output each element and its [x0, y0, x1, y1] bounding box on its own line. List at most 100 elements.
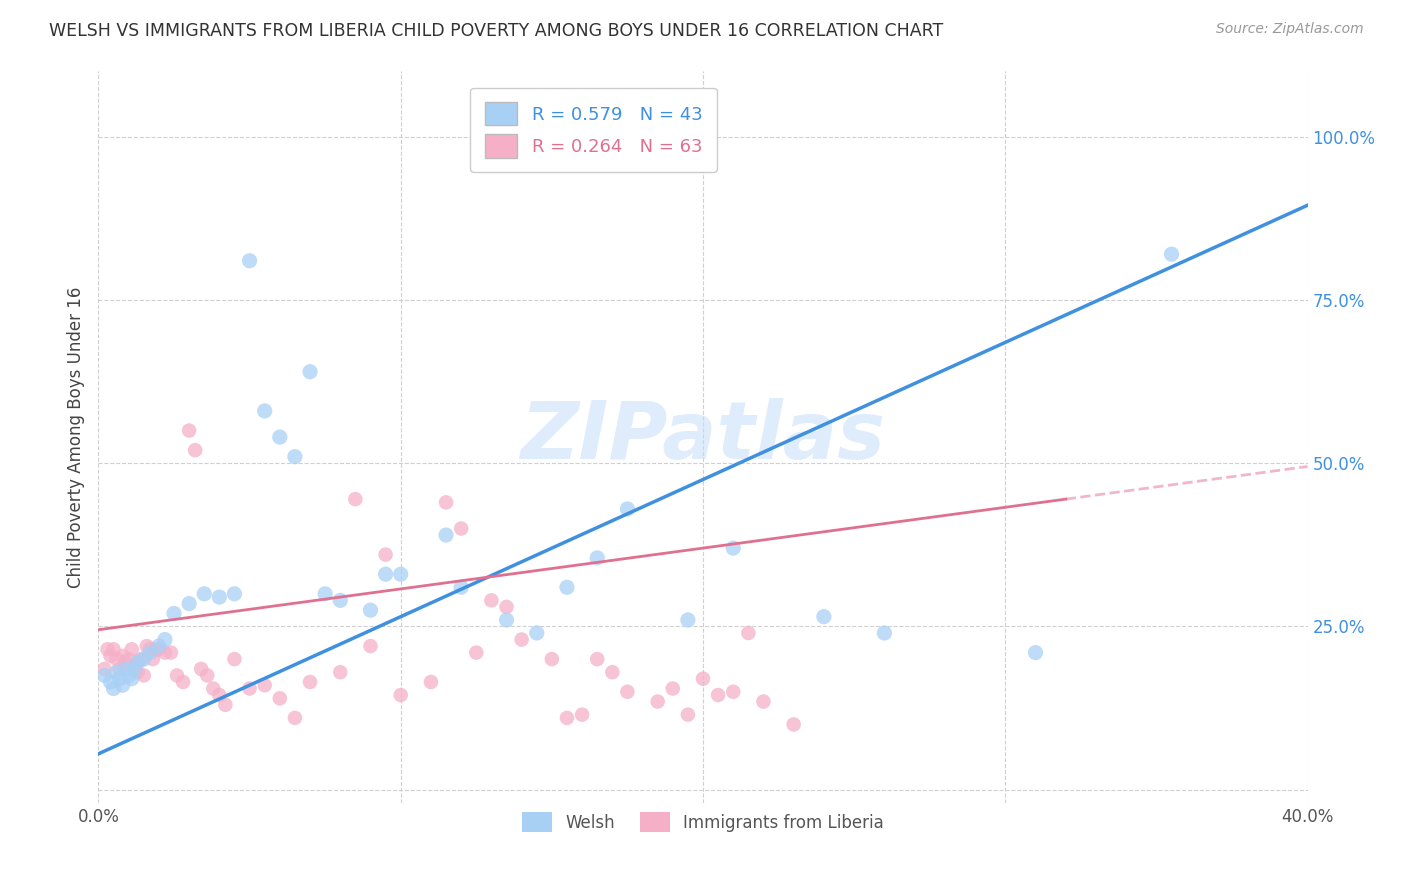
Point — [253, 404, 276, 418]
Point — [118, 668, 141, 682]
Point — [132, 652, 155, 666]
Point — [127, 656, 149, 670]
Point — [111, 678, 134, 692]
Point — [108, 672, 131, 686]
Point — [434, 528, 457, 542]
Point — [139, 642, 162, 657]
Point — [1160, 247, 1182, 261]
Point — [114, 656, 136, 670]
Point — [121, 642, 143, 657]
Point — [93, 662, 115, 676]
Point — [481, 593, 503, 607]
Point — [153, 632, 176, 647]
Point — [813, 609, 835, 624]
Text: WELSH VS IMMIGRANTS FROM LIBERIA CHILD POVERTY AMONG BOYS UNDER 16 CORRELATION C: WELSH VS IMMIGRANTS FROM LIBERIA CHILD P… — [49, 22, 943, 40]
Point — [284, 711, 307, 725]
Point — [179, 424, 201, 438]
Point — [127, 665, 149, 680]
Point — [299, 675, 322, 690]
Point — [111, 648, 134, 663]
Point — [555, 580, 578, 594]
Point — [118, 652, 141, 666]
Y-axis label: Child Poverty Among Boys Under 16: Child Poverty Among Boys Under 16 — [66, 286, 84, 588]
Point — [124, 662, 146, 676]
Point — [540, 652, 562, 666]
Point — [124, 658, 146, 673]
Point — [160, 646, 183, 660]
Point — [314, 587, 336, 601]
Point — [100, 675, 122, 690]
Point — [195, 668, 218, 682]
Point — [108, 662, 131, 676]
Point — [214, 698, 236, 712]
Point — [555, 711, 578, 725]
Point — [208, 688, 231, 702]
Point — [661, 681, 683, 696]
Point — [148, 639, 170, 653]
Point — [723, 685, 745, 699]
Point — [586, 652, 609, 666]
Point — [873, 626, 896, 640]
Legend: Welsh, Immigrants from Liberia: Welsh, Immigrants from Liberia — [516, 805, 890, 838]
Point — [184, 443, 207, 458]
Point — [93, 668, 115, 682]
Point — [495, 613, 517, 627]
Point — [616, 502, 638, 516]
Point — [103, 681, 125, 696]
Point — [329, 665, 352, 680]
Point — [269, 691, 291, 706]
Point — [344, 492, 367, 507]
Point — [132, 668, 155, 682]
Point — [450, 521, 472, 535]
Point — [166, 668, 188, 682]
Point — [103, 642, 125, 657]
Point — [135, 639, 157, 653]
Point — [360, 603, 382, 617]
Point — [495, 599, 517, 614]
Point — [737, 626, 759, 640]
Point — [193, 587, 215, 601]
Point — [139, 646, 162, 660]
Point — [676, 707, 699, 722]
Point — [202, 681, 225, 696]
Point — [692, 672, 714, 686]
Point — [114, 662, 136, 676]
Point — [105, 652, 128, 666]
Point — [510, 632, 533, 647]
Point — [616, 685, 638, 699]
Point — [100, 648, 122, 663]
Point — [389, 688, 412, 702]
Point — [450, 580, 472, 594]
Point — [142, 652, 165, 666]
Point — [145, 642, 167, 657]
Point — [707, 688, 730, 702]
Point — [783, 717, 806, 731]
Point — [179, 597, 201, 611]
Point — [129, 652, 152, 666]
Point — [374, 548, 396, 562]
Text: Source: ZipAtlas.com: Source: ZipAtlas.com — [1216, 22, 1364, 37]
Point — [172, 675, 194, 690]
Point — [676, 613, 699, 627]
Point — [239, 681, 262, 696]
Point — [360, 639, 382, 653]
Point — [224, 652, 246, 666]
Point — [284, 450, 307, 464]
Point — [434, 495, 457, 509]
Point — [96, 642, 118, 657]
Point — [647, 695, 669, 709]
Point — [586, 550, 609, 565]
Point — [420, 675, 443, 690]
Point — [208, 590, 231, 604]
Point — [239, 253, 262, 268]
Point — [1024, 646, 1046, 660]
Point — [526, 626, 548, 640]
Point — [105, 665, 128, 680]
Point — [374, 567, 396, 582]
Point — [121, 672, 143, 686]
Point — [190, 662, 212, 676]
Point — [571, 707, 593, 722]
Point — [465, 646, 488, 660]
Point — [269, 430, 291, 444]
Point — [163, 607, 186, 621]
